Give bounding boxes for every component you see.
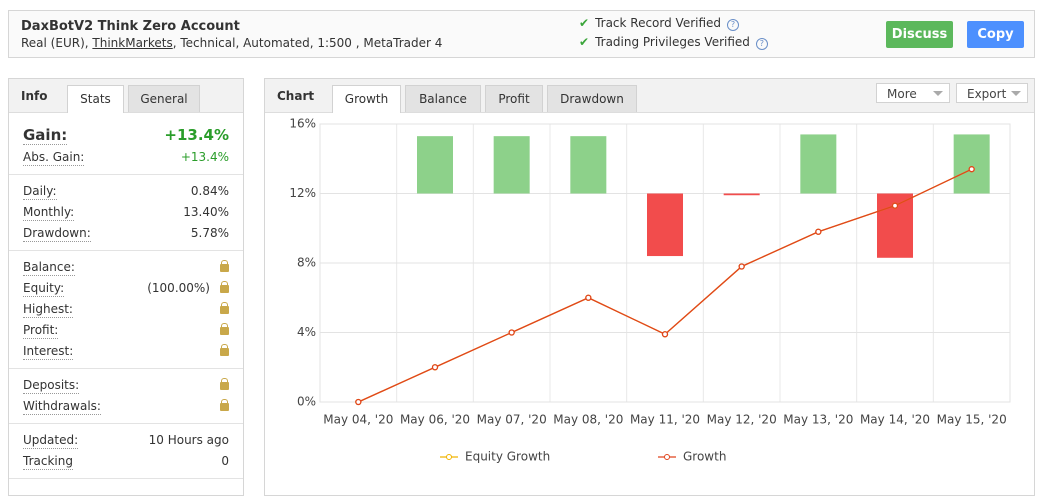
info-row: Drawdown: 5.78% xyxy=(9,223,243,244)
info-value: (100.00%) xyxy=(147,281,210,295)
info-label: Drawdown: xyxy=(23,226,91,242)
broker-link[interactable]: ThinkMarkets xyxy=(92,36,173,50)
info-value-wrap xyxy=(210,257,229,278)
lock-icon xyxy=(220,344,229,356)
tab[interactable]: Balance xyxy=(405,85,481,112)
info-label: Tracking xyxy=(23,454,73,470)
info-value: 0.84% xyxy=(190,184,229,198)
info-panel: Info Stats General Gain: +13.4% Abs. Gain:… xyxy=(8,78,244,496)
info-value-wrap: (100.00%) xyxy=(147,278,229,299)
info-value-wrap xyxy=(210,396,229,417)
verified-text: Trading Privileges Verified xyxy=(595,35,750,49)
gain-value: +13.4% xyxy=(164,126,229,144)
copy-button[interactable]: Copy xyxy=(967,21,1024,48)
info-label: Abs. Gain: xyxy=(23,150,85,166)
gain-label: Gain: xyxy=(23,126,68,145)
info-row: Updated: 10 Hours ago xyxy=(9,430,243,451)
info-label: Balance: xyxy=(23,260,75,276)
tab[interactable]: General xyxy=(128,85,200,112)
info-label: Interest: xyxy=(23,344,74,360)
info-value: 13.40% xyxy=(183,205,229,219)
info-label: Monthly: xyxy=(23,205,75,221)
info-value-wrap: 0.84% xyxy=(191,181,229,202)
info-row: Abs. Gain: +13.4% xyxy=(9,147,243,168)
info-row: Interest: xyxy=(9,341,243,362)
panel-title: Chart xyxy=(277,89,315,103)
info-row: Daily: 0.84% xyxy=(9,181,243,202)
info-value-wrap: 5.78% xyxy=(191,223,229,244)
export-menu[interactable]: Export xyxy=(956,83,1028,103)
info-group: Balance: Equity: (100.00%) Highest: Profit: I… xyxy=(9,251,243,369)
info-value-wrap xyxy=(210,375,229,396)
info-label: Withdrawals: xyxy=(23,399,101,415)
info-value-wrap: 13.40% xyxy=(183,202,229,223)
info-label: Highest: xyxy=(23,302,73,318)
lock-icon xyxy=(220,260,229,272)
info-value: 0 xyxy=(221,454,229,468)
info-row: Equity: (100.00%) xyxy=(9,278,243,299)
lock-icon xyxy=(220,399,229,411)
lock-icon xyxy=(220,323,229,335)
info-row: Profit: xyxy=(9,320,243,341)
info-label: Deposits: xyxy=(23,378,80,394)
info-value-wrap: +13.4% xyxy=(181,147,229,168)
info-value: 10 Hours ago xyxy=(148,433,229,447)
info-group: Daily: 0.84% Monthly: 13.40% Drawdown: 5.78% xyxy=(9,175,243,251)
tab[interactable]: Growth xyxy=(332,85,401,113)
tab[interactable]: Profit xyxy=(485,85,543,112)
info-value-wrap xyxy=(210,320,229,341)
info-group: Updated: 10 Hours ago Tracking 0 xyxy=(9,424,243,479)
tab[interactable]: Stats xyxy=(67,85,124,113)
info-value-wrap: 0 xyxy=(221,451,229,472)
tab[interactable]: Drawdown xyxy=(547,85,637,112)
gain-row: Gain: +13.4% xyxy=(9,125,243,147)
info-label: Daily: xyxy=(23,184,57,200)
info-tabs: Info Stats General xyxy=(9,79,243,113)
info-label: Profit: xyxy=(23,323,59,339)
info-value: +13.4% xyxy=(180,150,229,164)
info-value-wrap: 10 Hours ago xyxy=(149,430,229,451)
account-title: DaxBotV2 Think Zero Account xyxy=(21,19,240,34)
info-group: Deposits: Withdrawals: xyxy=(9,369,243,424)
account-subtitle: Real (EUR), ThinkMarkets, Technical, Aut… xyxy=(21,36,442,50)
info-list: Gain: +13.4% Abs. Gain: +13.4% Daily: 0.84% Mo… xyxy=(9,119,243,479)
panel-title: Info xyxy=(21,89,48,103)
info-row: Balance: xyxy=(9,257,243,278)
info-row: Highest: xyxy=(9,299,243,320)
subtitle-text: Real (EUR), xyxy=(21,36,93,50)
info-group: Gain: +13.4% Abs. Gain: +13.4% xyxy=(9,119,243,175)
verified-badge: ✔ Trading Privileges Verified? xyxy=(579,35,768,50)
chart-tabs: Chart Growth Balance Profit Drawdown Mor… xyxy=(265,79,1034,113)
lock-icon xyxy=(220,281,229,293)
lock-icon xyxy=(220,302,229,314)
verified-badge: ✔ Track Record Verified? xyxy=(579,16,740,31)
discuss-button[interactable]: Discuss xyxy=(886,21,953,48)
info-value: 5.78% xyxy=(190,226,229,240)
info-row: Tracking 0 xyxy=(9,451,243,472)
lock-icon xyxy=(220,378,229,390)
verified-text: Track Record Verified xyxy=(595,16,722,30)
account-header: DaxBotV2 Think Zero Account Real (EUR), … xyxy=(8,10,1035,58)
info-row: Deposits: xyxy=(9,375,243,396)
info-label: Equity: xyxy=(23,281,65,297)
info-value-wrap xyxy=(210,341,229,362)
subtitle-text: , Technical, Automated, 1:500 , MetaTrad… xyxy=(172,36,443,50)
more-menu[interactable]: More xyxy=(876,83,950,103)
info-row: Monthly: 13.40% xyxy=(9,202,243,223)
info-label: Updated: xyxy=(23,433,79,449)
chart-panel: Chart Growth Balance Profit Drawdown Mor… xyxy=(264,78,1035,496)
info-value-wrap xyxy=(210,299,229,320)
info-row: Withdrawals: xyxy=(9,396,243,417)
